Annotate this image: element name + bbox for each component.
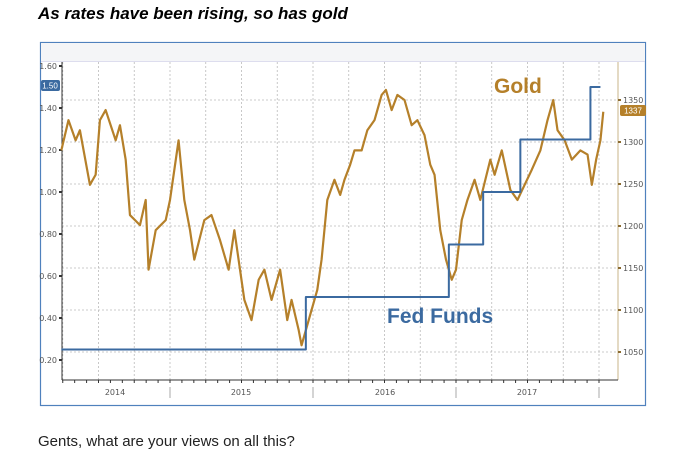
- gold-last-value-badge: [620, 105, 646, 116]
- chart-frame: [39, 41, 647, 407]
- left-tick-label: 1.20: [39, 146, 57, 155]
- right-tick-label: 1250: [623, 180, 643, 189]
- fed-funds-last-value-badge: [41, 80, 60, 91]
- fed-funds-series-label: Fed Funds: [387, 305, 493, 328]
- fed-funds-series-line: [61, 86, 601, 351]
- left-tick-label: 0.60: [39, 272, 57, 281]
- right-tick-label: 1150: [623, 264, 643, 273]
- x-tick-label: 2015: [231, 388, 251, 397]
- left-tick-label: 1.40: [39, 104, 57, 113]
- gold-series-label: Gold: [494, 75, 542, 98]
- right-tick-label: 1300: [623, 138, 643, 147]
- x-tick-label: 2017: [517, 388, 537, 397]
- left-tick-label: 0.40: [39, 314, 57, 323]
- footer-text: Gents, what are your views on all this?: [38, 433, 295, 450]
- x-tick-label: 2014: [105, 388, 125, 397]
- x-tick-label: 2016: [375, 388, 395, 397]
- fed-funds-last-value-text: 1.50: [42, 82, 58, 91]
- right-tick-label: 1050: [623, 348, 643, 357]
- right-tick-label: 1200: [623, 222, 643, 231]
- gold-last-value-text: 1337: [624, 107, 642, 116]
- chart-header-band: [41, 43, 645, 61]
- right-tick-label: 1350: [623, 96, 643, 105]
- left-tick-label: 0.80: [39, 230, 57, 239]
- gold-series-line: [60, 88, 605, 347]
- left-tick-label: 1.00: [39, 188, 57, 197]
- right-tick-label: 1100: [623, 306, 643, 315]
- page-title: As rates have been rising, so has gold: [38, 4, 348, 23]
- left-tick-label: 0.20: [39, 356, 57, 365]
- left-tick-label: 1.60: [39, 62, 57, 71]
